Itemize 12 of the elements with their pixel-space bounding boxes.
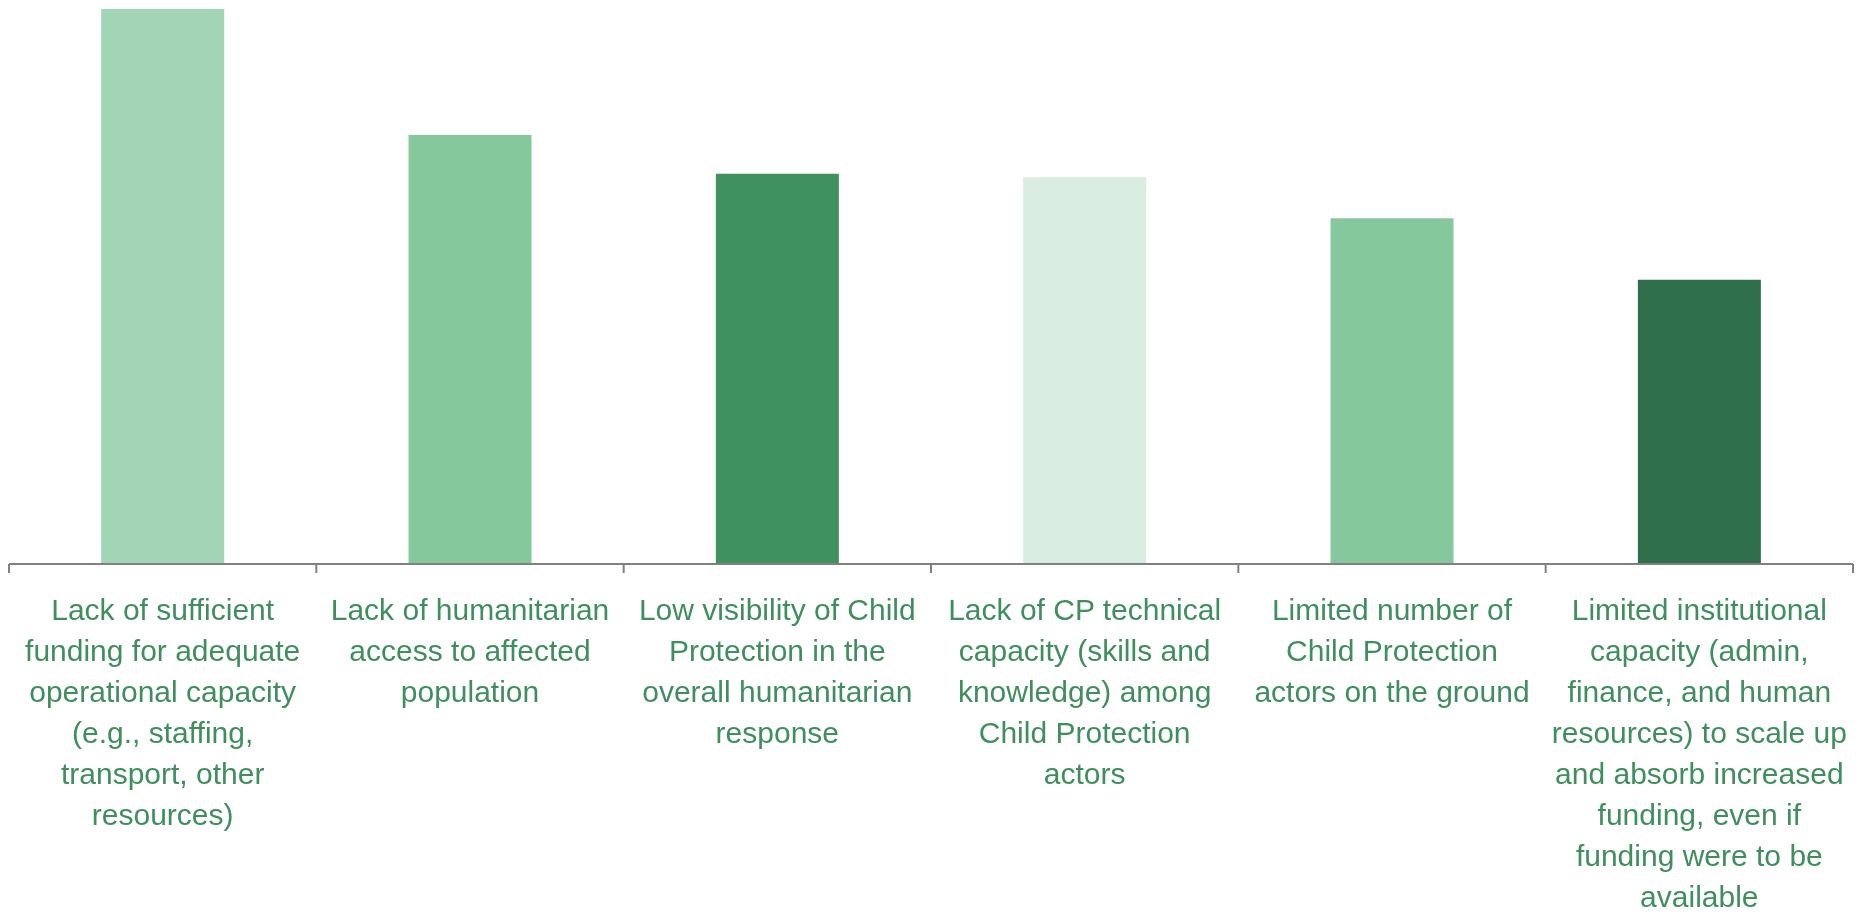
bar [1637, 279, 1761, 564]
bar [408, 134, 532, 564]
x-tick-label: Limited institutional capacity (admin, finance, and human resources) to scale up and absorb increased funding, even if funding were to be available [1551, 593, 1847, 913]
x-tick-label: Lack of humanitarian access to affected population [330, 593, 610, 708]
bar [1330, 218, 1454, 564]
bar [1023, 177, 1147, 564]
bar [101, 9, 225, 564]
x-tick-label: Low visibility of Child Protection in the overall humanitarian response [638, 593, 916, 749]
x-tick-label: Lack of CP technical capacity (skills and knowledge) among Child Protection actors [948, 593, 1222, 790]
bar [715, 173, 839, 564]
x-tick-label: Lack of sufficient funding for adequate operational capacity (e.g., staffing, transport, other resources) [25, 593, 301, 831]
x-tick-label: Limited number of Child Protection actors on the ground [1254, 593, 1530, 708]
